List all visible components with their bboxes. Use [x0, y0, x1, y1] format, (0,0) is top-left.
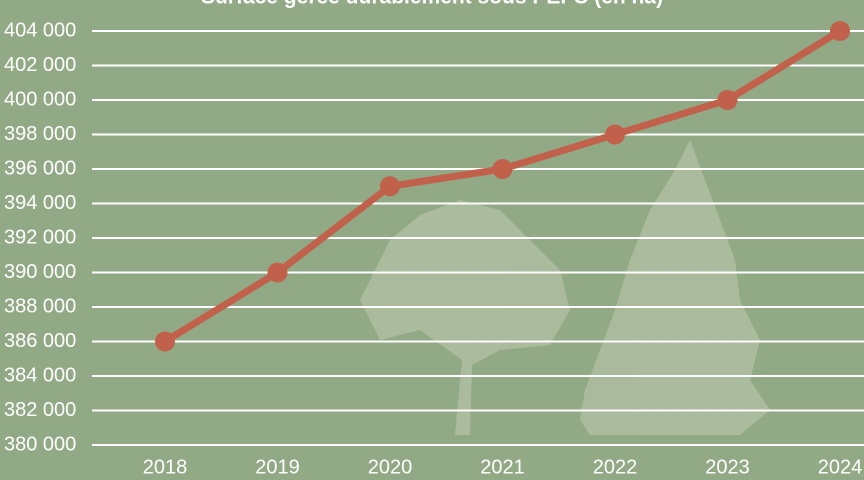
point — [718, 90, 738, 110]
x-tick-label: 2021 — [480, 456, 525, 478]
page: {"chart_data": {"type": "line", "title":… — [0, 0, 864, 480]
y-tick-label: 404 000 — [4, 19, 76, 41]
point — [155, 332, 175, 352]
chart: Surface gérée durablement sous PEFC (en … — [0, 0, 864, 480]
y-tick-label: 384 000 — [4, 364, 76, 386]
y-tick-label: 398 000 — [4, 123, 76, 145]
point — [605, 125, 625, 145]
point — [830, 21, 850, 41]
x-tick-label: 2022 — [593, 456, 638, 478]
x-tick-label: 2020 — [368, 456, 413, 478]
y-tick-label: 390 000 — [4, 261, 76, 283]
point — [380, 176, 400, 196]
y-tick-label: 392 000 — [4, 226, 76, 248]
y-tick-label: 388 000 — [4, 295, 76, 317]
x-tick-label: 2018 — [143, 456, 188, 478]
y-tick-label: 402 000 — [4, 54, 76, 76]
y-tick-label: 400 000 — [4, 88, 76, 110]
point — [493, 159, 513, 179]
x-tick-label: 2019 — [255, 456, 300, 478]
y-tick-label: 386 000 — [4, 330, 76, 352]
y-tick-label: 382 000 — [4, 399, 76, 421]
x-tick-label: 2023 — [705, 456, 750, 478]
y-tick-label: 396 000 — [4, 157, 76, 179]
y-tick-label: 394 000 — [4, 192, 76, 214]
y-tick-label: 380 000 — [4, 433, 76, 455]
point — [268, 263, 288, 283]
x-tick-label: 2024 — [818, 456, 863, 478]
chart-title: Surface gérée durablement sous PEFC (en … — [201, 0, 663, 9]
